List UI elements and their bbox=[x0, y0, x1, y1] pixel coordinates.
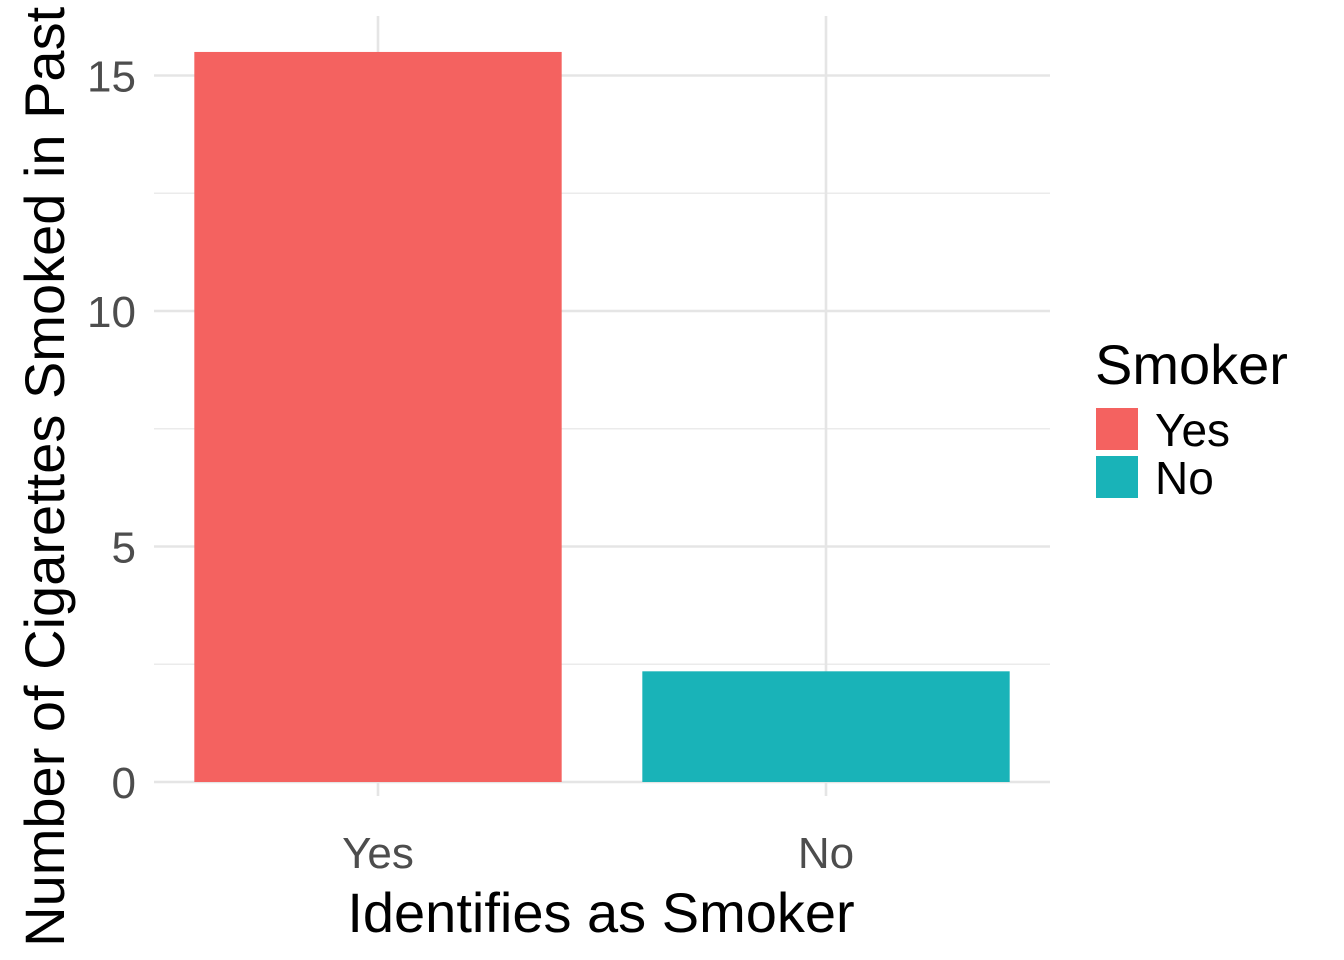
legend-swatch-no bbox=[1096, 456, 1138, 498]
legend-label-yes: Yes bbox=[1155, 404, 1230, 456]
x-tick-label: No bbox=[798, 829, 854, 878]
bar-no bbox=[642, 671, 1010, 782]
legend-label-no: No bbox=[1155, 452, 1214, 504]
y-tick-label: 10 bbox=[87, 288, 136, 337]
x-tick-label: Yes bbox=[342, 829, 414, 878]
y-tick-label: 15 bbox=[87, 53, 136, 102]
legend-title: Smoker bbox=[1095, 333, 1288, 396]
y-tick-label: 0 bbox=[112, 759, 136, 808]
y-axis-ticks: 0 5 10 15 bbox=[87, 53, 136, 809]
y-tick-label: 5 bbox=[112, 524, 136, 573]
legend-swatch-yes bbox=[1096, 408, 1138, 450]
x-axis-title: Identifies as Smoker bbox=[347, 881, 854, 944]
x-axis-ticks: Yes No bbox=[342, 829, 854, 878]
y-axis-title: Number of Cigarettes Smoked in Past Week bbox=[13, 0, 76, 947]
bar-yes bbox=[194, 51, 562, 782]
bars bbox=[194, 51, 1010, 782]
